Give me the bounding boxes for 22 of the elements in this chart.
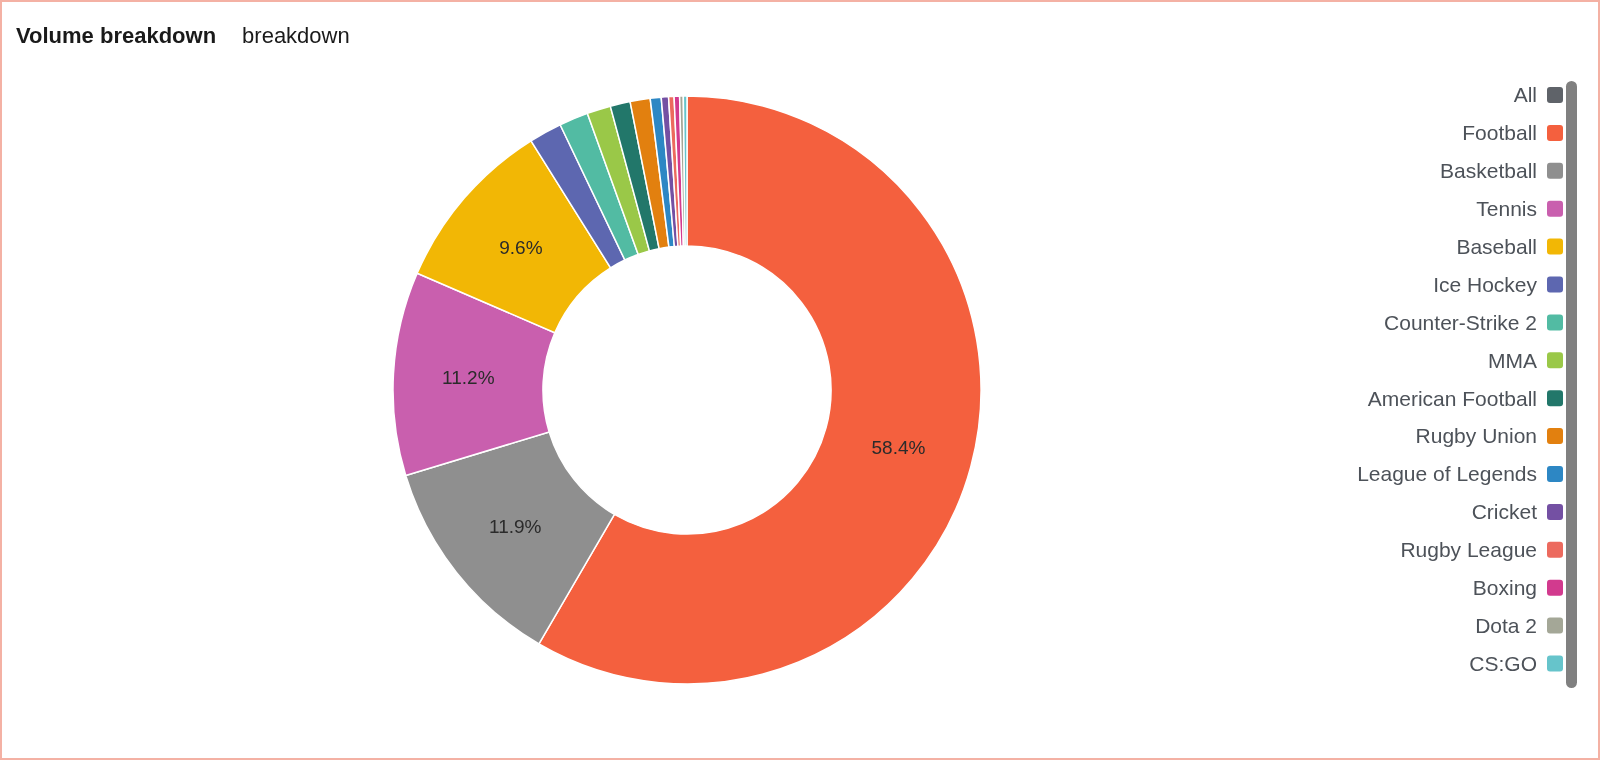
legend-label: League of Legends (1357, 462, 1537, 486)
legend-label: Ice Hockey (1433, 272, 1538, 296)
legend-label: All (1513, 83, 1537, 107)
legend-label: Rugby Union (1415, 424, 1537, 448)
legend-label: Boxing (1472, 576, 1537, 600)
chart-subtitle: breakdown (242, 23, 350, 48)
legend-label: Rugby League (1400, 538, 1537, 562)
data-label: 11.9% (488, 515, 542, 537)
data-label: 11.2% (442, 367, 495, 389)
data-label: 58.4% (871, 436, 926, 458)
legend-label: Football (1462, 121, 1537, 145)
legend-label: Baseball (1456, 234, 1537, 258)
legend-label: Basketball (1440, 159, 1537, 183)
legend-label: Dota 2 (1475, 613, 1537, 637)
legend-label: Cricket (1471, 500, 1538, 524)
legend-label: Counter-Strike 2 (1384, 310, 1537, 334)
legend-label: CS:GO (1469, 651, 1537, 675)
data-label: 9.6% (499, 236, 543, 258)
text: Volume breakdown (16, 23, 217, 48)
legend-label: MMA (1488, 348, 1537, 372)
legend-label: American Football (1367, 386, 1537, 410)
legend-label: Tennis (1476, 197, 1537, 221)
